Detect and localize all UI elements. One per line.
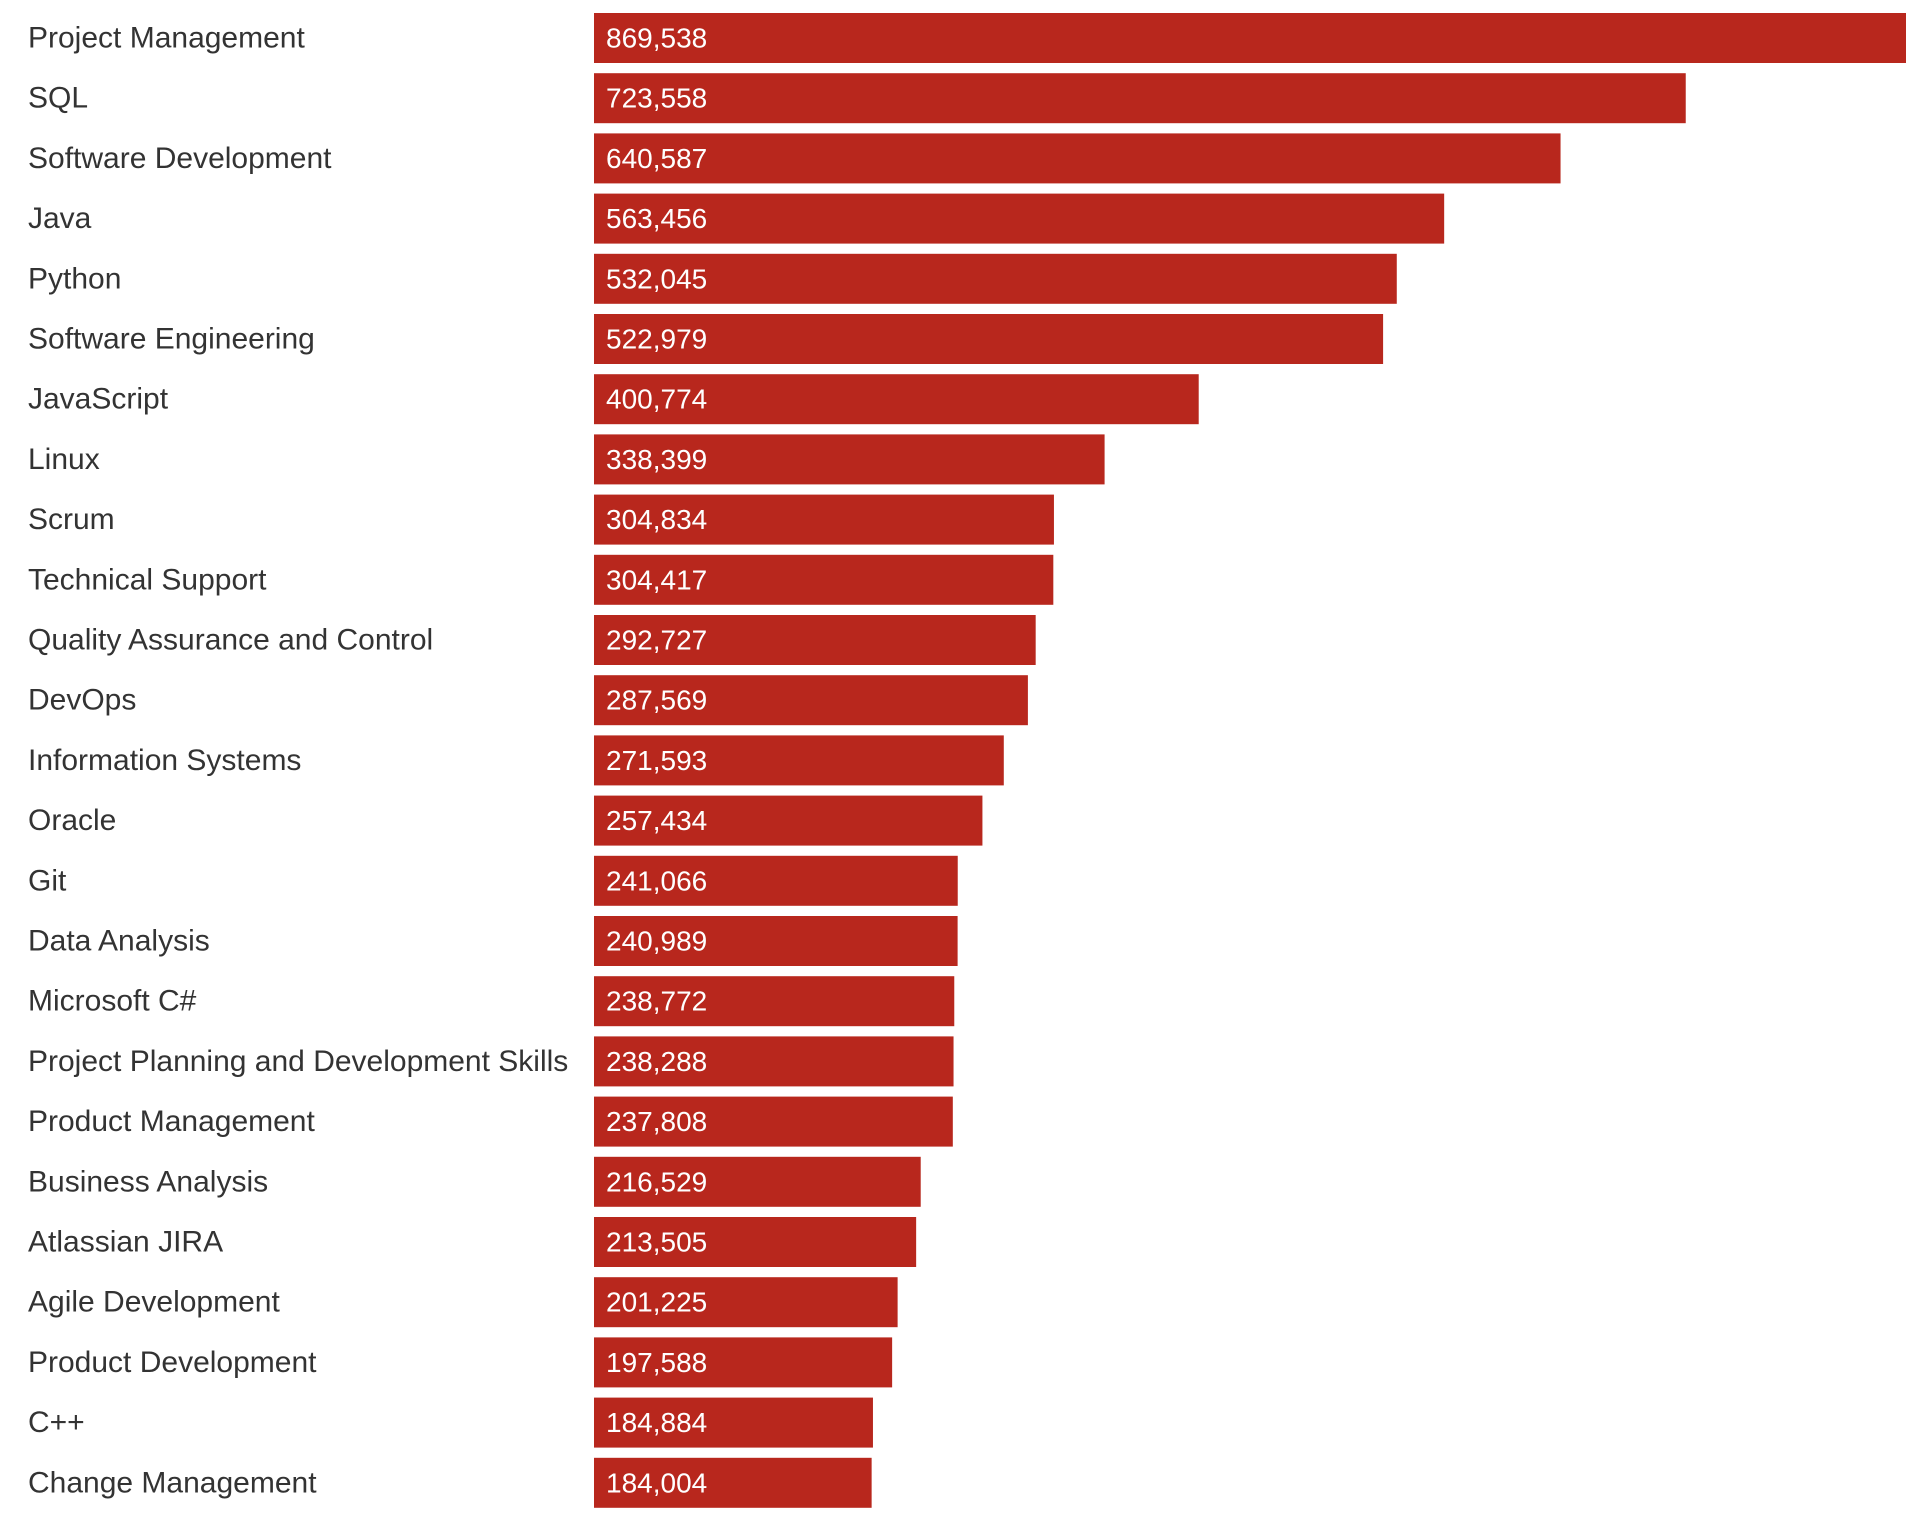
value-label: 532,045 [606, 263, 707, 294]
value-label: 201,225 [606, 1287, 707, 1318]
bar [594, 1156, 921, 1207]
value-label: 640,587 [606, 143, 707, 174]
category-label: DevOps [28, 684, 136, 717]
category-label: Software Development [28, 142, 332, 175]
category-label: Technical Support [28, 563, 267, 596]
category-label: Change Management [28, 1466, 317, 1499]
category-label: Java [28, 202, 92, 235]
bar [594, 1217, 917, 1267]
value-label: 238,772 [606, 986, 707, 1017]
bar [594, 374, 1199, 425]
category-label: Information Systems [28, 744, 301, 777]
value-label: 292,727 [606, 625, 707, 656]
bar [594, 615, 1036, 665]
bar [594, 916, 958, 966]
category-label: JavaScript [28, 383, 169, 416]
value-label: 287,569 [606, 685, 707, 716]
value-label: 304,834 [606, 504, 707, 535]
bar [594, 1457, 872, 1508]
category-label: Linux [28, 443, 100, 476]
bar [594, 193, 1445, 244]
bar [594, 976, 955, 1027]
category-label: Data Analysis [28, 925, 210, 958]
value-label: 197,588 [606, 1347, 707, 1378]
bar [594, 1337, 893, 1388]
value-label: 271,593 [606, 745, 707, 776]
category-label: C++ [28, 1406, 85, 1439]
value-label: 237,808 [606, 1106, 707, 1137]
category-label: Business Analysis [28, 1165, 268, 1198]
value-label: 238,288 [606, 1046, 707, 1077]
category-label: Project Planning and Development Skills [28, 1045, 568, 1078]
value-label: 213,505 [606, 1227, 707, 1258]
bar [594, 735, 1004, 786]
bar [594, 434, 1105, 485]
value-label: 304,417 [606, 564, 707, 595]
category-label: Product Development [28, 1346, 317, 1379]
bar [594, 253, 1397, 304]
bar [594, 133, 1561, 184]
category-label: Python [28, 262, 121, 295]
value-label: 400,774 [606, 384, 707, 415]
value-label: 184,004 [606, 1467, 707, 1498]
bar [594, 73, 1686, 124]
value-label: 257,434 [606, 805, 707, 836]
bar [594, 314, 1384, 364]
category-label: Atlassian JIRA [28, 1226, 223, 1259]
category-label: Software Engineering [28, 323, 315, 356]
bar [594, 494, 1054, 545]
category-label: Project Management [28, 22, 305, 55]
bar [594, 1036, 954, 1087]
bar [594, 855, 958, 906]
value-label: 723,558 [606, 83, 707, 114]
category-label: Quality Assurance and Control [28, 624, 433, 657]
category-label: SQL [28, 82, 88, 115]
category-label: Scrum [28, 503, 115, 536]
value-label: 563,456 [606, 203, 707, 234]
bar [594, 795, 983, 846]
value-label: 522,979 [606, 324, 707, 355]
category-label: Oracle [28, 804, 116, 837]
bar [594, 554, 1054, 605]
value-label: 184,884 [606, 1407, 707, 1438]
value-label: 241,066 [606, 865, 707, 896]
bar [594, 1277, 898, 1328]
category-label: Product Management [28, 1105, 315, 1138]
value-label: 216,529 [606, 1166, 707, 1197]
category-label: Agile Development [28, 1286, 280, 1319]
bar [594, 1397, 873, 1448]
value-label: 338,399 [606, 444, 707, 475]
bar [594, 1096, 953, 1147]
value-label: 240,989 [606, 926, 707, 957]
value-label: 869,538 [606, 23, 707, 54]
category-label: Git [28, 864, 67, 897]
category-label: Microsoft C# [28, 985, 197, 1018]
bar [594, 13, 1906, 63]
bar [594, 675, 1028, 726]
